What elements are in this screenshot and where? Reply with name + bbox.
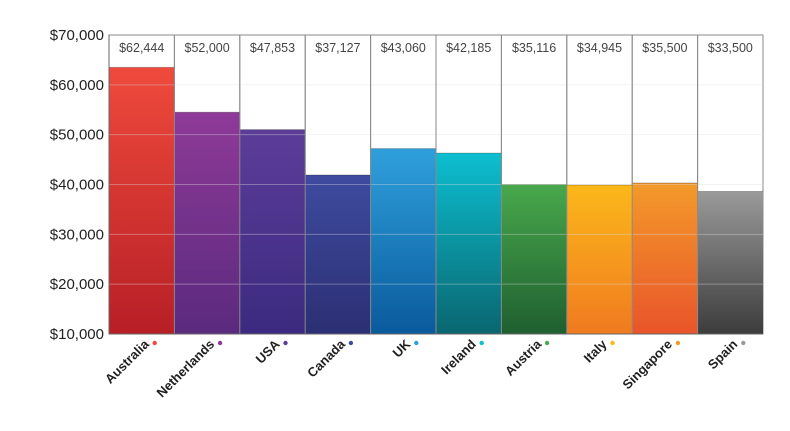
- category-label-singapore: Singapore: [619, 337, 675, 393]
- category-label-italy: Italy: [581, 336, 611, 366]
- category-label-australia: Australia: [102, 336, 152, 386]
- legend-dot: [283, 340, 288, 346]
- bar-spain: [697, 191, 763, 334]
- bar-usa: [239, 129, 306, 334]
- legend-dot: [217, 340, 223, 346]
- legend-dot: [741, 340, 746, 346]
- bar-australia: [109, 67, 175, 335]
- value-label: $35,116: [512, 41, 556, 55]
- y-tick-label: $40,000: [50, 177, 104, 194]
- value-label: $34,945: [577, 41, 622, 55]
- legend-dot: [414, 340, 419, 346]
- legend-dot: [610, 340, 615, 346]
- value-label: $42,185: [446, 41, 491, 55]
- y-tick-label: $10,000: [50, 326, 104, 343]
- legend-dot: [675, 340, 681, 346]
- y-tick-label: $70,000: [50, 27, 104, 44]
- bar-netherlands: [174, 112, 240, 334]
- value-label: $52,000: [185, 41, 230, 55]
- category-label-austria: Austria: [502, 336, 545, 379]
- category-label-uk: UK: [390, 336, 414, 360]
- bar-ireland: [436, 153, 502, 334]
- y-tick-label: $20,000: [50, 276, 104, 293]
- y-tick-label: $30,000: [50, 226, 104, 243]
- value-label: $35,500: [642, 41, 687, 55]
- bar-austria: [501, 184, 567, 334]
- category-label-canada: Canada: [304, 336, 348, 380]
- legend-dot: [152, 340, 157, 346]
- value-label: $62,444: [119, 41, 164, 55]
- value-label: $47,853: [250, 41, 295, 55]
- bar-canada: [305, 175, 371, 334]
- category-label-ireland: Ireland: [438, 336, 479, 377]
- category-label-spain: Spain: [705, 336, 741, 372]
- category-label-netherlands: Netherlands: [153, 337, 217, 401]
- y-tick-label: $50,000: [50, 127, 104, 144]
- bar-uk: [370, 148, 436, 334]
- value-label: $37,127: [315, 41, 360, 55]
- legend-dot: [479, 340, 484, 346]
- bar-singapore: [632, 183, 698, 334]
- legend-dot: [544, 340, 550, 346]
- legend-dot: [348, 340, 354, 346]
- y-tick-label: $60,000: [50, 77, 104, 94]
- bar-italy: [566, 184, 633, 334]
- value-label: $43,060: [381, 41, 426, 55]
- category-label-usa: USA: [253, 336, 283, 366]
- value-label: $33,500: [708, 41, 753, 55]
